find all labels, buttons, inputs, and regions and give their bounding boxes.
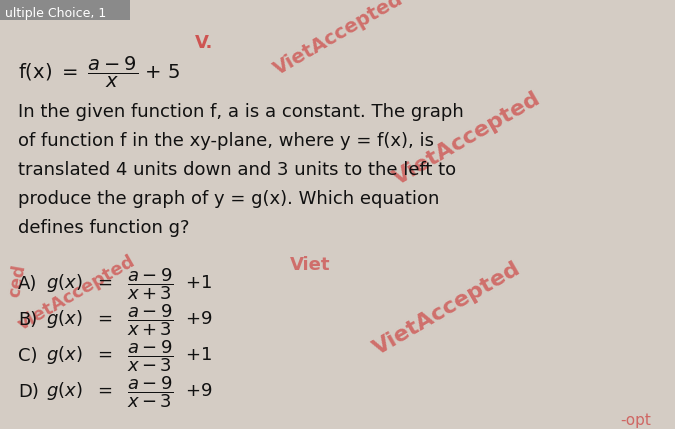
Text: f(x) $=$ $\dfrac{a-9}{x}$ $+$ 5: f(x) $=$ $\dfrac{a-9}{x}$ $+$ 5 [18, 54, 180, 90]
Text: VietAccepted: VietAccepted [370, 258, 524, 359]
Text: A): A) [18, 275, 37, 293]
Text: C): C) [18, 347, 38, 365]
Text: -opt: -opt [620, 413, 651, 428]
Text: ced: ced [5, 263, 28, 299]
Text: In the given function f, a is a constant. The graph: In the given function f, a is a constant… [18, 103, 464, 121]
FancyBboxPatch shape [0, 0, 130, 20]
Text: VietAccepted: VietAccepted [390, 88, 544, 189]
Text: Viet: Viet [290, 256, 331, 274]
Text: defines function g?: defines function g? [18, 219, 190, 237]
Text: $g(x)$  $=$  $\dfrac{a-9}{x+3}$  $+9$: $g(x)$ $=$ $\dfrac{a-9}{x+3}$ $+9$ [46, 302, 213, 338]
Text: ultiple Choice, 1: ultiple Choice, 1 [5, 6, 106, 19]
Text: V.: V. [195, 34, 213, 52]
Text: D): D) [18, 383, 39, 401]
Text: VietAccepted: VietAccepted [270, 0, 406, 79]
Text: produce the graph of y = g(x). Which equation: produce the graph of y = g(x). Which equ… [18, 190, 439, 208]
Text: $g(x)$  $=$  $\dfrac{a-9}{x+3}$  $+1$: $g(x)$ $=$ $\dfrac{a-9}{x+3}$ $+1$ [46, 266, 212, 302]
Text: B): B) [18, 311, 37, 329]
Text: vietAccepted: vietAccepted [15, 252, 139, 334]
Text: of function f in the xy-plane, where y = f(x), is: of function f in the xy-plane, where y =… [18, 132, 434, 150]
Text: translated 4 units down and 3 units to the left to: translated 4 units down and 3 units to t… [18, 161, 456, 179]
Text: $g(x)$  $=$  $\dfrac{a-9}{x-3}$  $+9$: $g(x)$ $=$ $\dfrac{a-9}{x-3}$ $+9$ [46, 374, 213, 410]
Text: $g(x)$  $=$  $\dfrac{a-9}{x-3}$  $+1$: $g(x)$ $=$ $\dfrac{a-9}{x-3}$ $+1$ [46, 338, 212, 374]
